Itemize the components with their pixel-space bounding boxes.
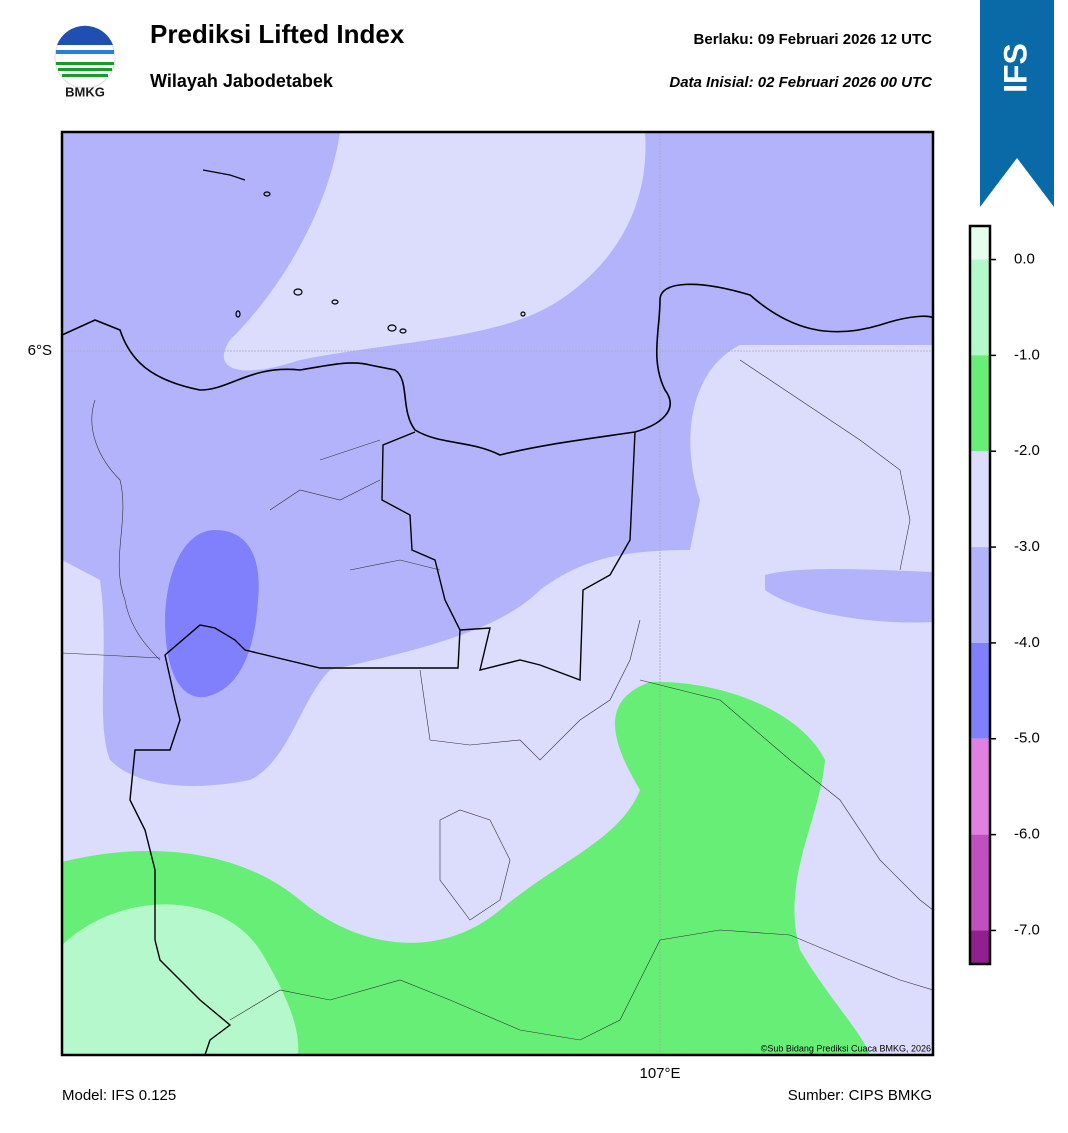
colorbar-tick-label: -2.0 — [1014, 442, 1040, 459]
badge-text: IFS — [997, 43, 1033, 93]
title: Prediksi Lifted Index — [150, 19, 405, 49]
badge — [980, 0, 1054, 207]
credit: ©Sub Bidang Prediksi Cuaca BMKG, 2026 — [761, 1043, 931, 1053]
footer-model: Model: IFS 0.125 — [62, 1087, 176, 1104]
colorbar-bin — [970, 355, 990, 452]
colorbar: 0.0 -1.0 -2.0 -3.0 -4.0 -5.0 -6.0 -7.0 — [968, 224, 1040, 966]
colorbar-tick-label: -5.0 — [1014, 730, 1040, 747]
colorbar-tick-label: -6.0 — [1014, 826, 1040, 843]
colorbar-bin — [970, 547, 990, 643]
lat-label: 6°S — [28, 342, 52, 359]
colorbar-tick-label: -3.0 — [1014, 538, 1040, 555]
map: 6°S 107°E ©Sub Bidang Prediksi Cuaca BMK… — [28, 130, 935, 1082]
valid-time: Berlaku: 09 Februari 2026 12 UTC — [694, 31, 933, 48]
colorbar-tick-label: -4.0 — [1014, 634, 1040, 651]
init-time: Data Inisial: 02 Februari 2026 00 UTC — [669, 74, 933, 91]
logo: BMKG — [54, 25, 116, 99]
colorbar-bin — [970, 451, 990, 548]
colorbar-frame — [968, 224, 992, 966]
subtitle: Wilayah Jabodetabek — [150, 71, 334, 91]
colorbar-bin — [970, 834, 990, 931]
colorbar-bin — [970, 226, 990, 260]
colorbar-tick-label: -7.0 — [1014, 921, 1040, 938]
colorbar-tick-label: 0.0 — [1014, 251, 1035, 268]
colorbar-tick-label: -1.0 — [1014, 346, 1040, 363]
lon-label: 107°E — [639, 1065, 680, 1082]
colorbar-bin — [970, 642, 990, 739]
colorbar-bin — [970, 930, 990, 964]
logo-text: BMKG — [65, 84, 105, 99]
colorbar-bin — [970, 259, 990, 356]
colorbar-bin — [970, 738, 990, 835]
footer-source: Sumber: CIPS BMKG — [788, 1087, 932, 1104]
